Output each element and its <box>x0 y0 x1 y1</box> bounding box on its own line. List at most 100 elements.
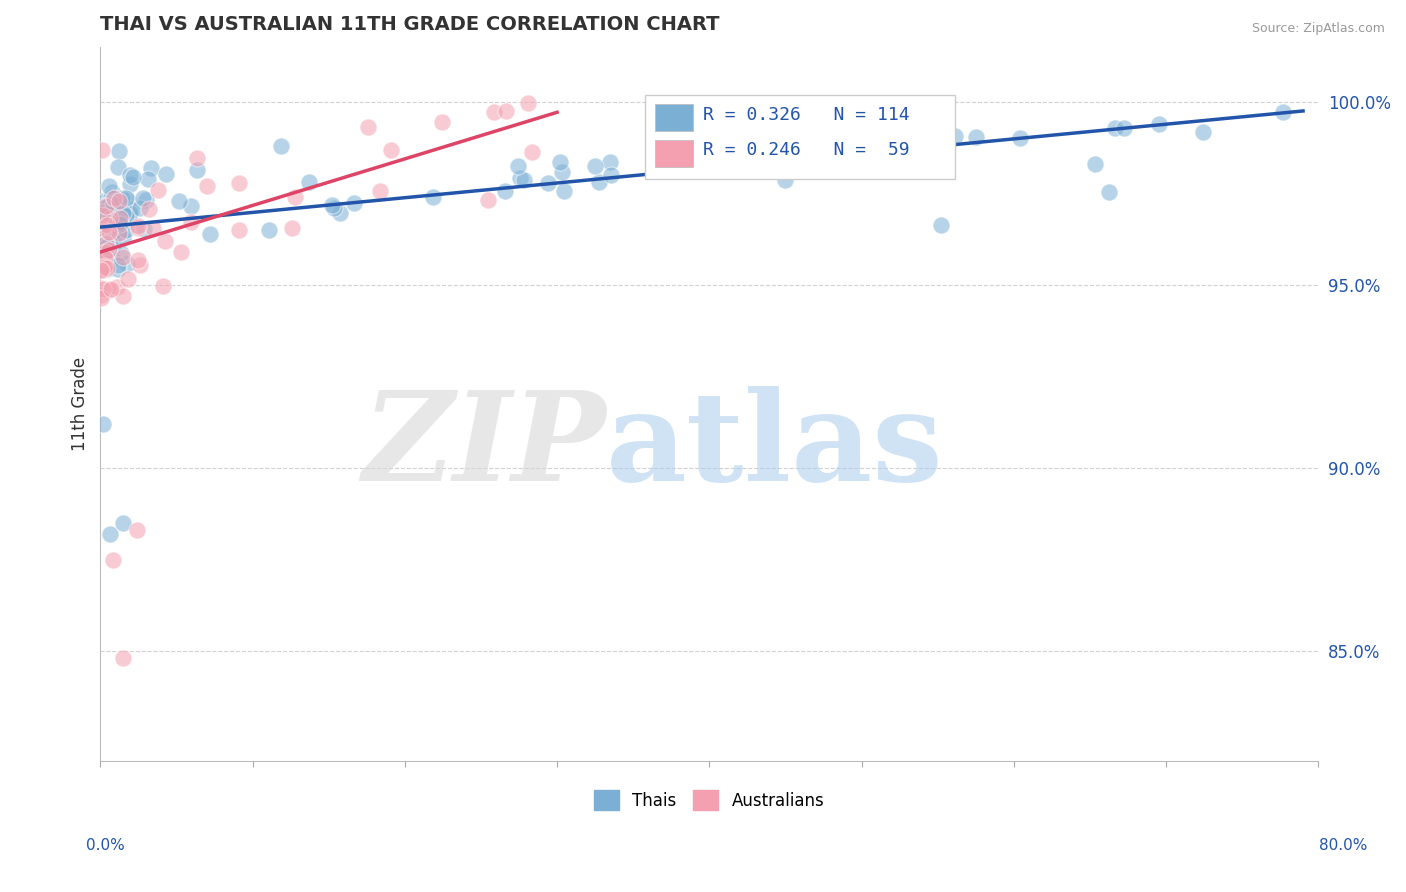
Point <box>94 252 117 266</box>
Point <box>107 160 129 174</box>
Point <box>186 163 208 178</box>
Point <box>118 168 141 182</box>
Point <box>583 160 606 174</box>
Point <box>522 145 544 160</box>
Point <box>122 169 145 184</box>
Point <box>934 131 956 145</box>
Point <box>135 194 157 208</box>
Point <box>1098 185 1121 199</box>
Point <box>93 260 115 275</box>
Point <box>477 193 499 207</box>
Point <box>142 220 165 235</box>
Point <box>107 144 129 158</box>
Point <box>1084 157 1107 171</box>
Point <box>94 259 117 273</box>
Point <box>599 168 621 182</box>
Point <box>929 97 952 112</box>
FancyBboxPatch shape <box>655 103 693 131</box>
Point <box>513 173 536 187</box>
Point <box>1271 104 1294 119</box>
Point <box>90 281 112 295</box>
Point <box>112 224 135 238</box>
Point <box>118 210 141 224</box>
Point <box>728 136 751 150</box>
Point <box>357 120 380 135</box>
Text: 0.0%: 0.0% <box>86 838 125 854</box>
Y-axis label: 11th Grade: 11th Grade <box>72 357 89 451</box>
Point <box>1192 125 1215 139</box>
Point <box>97 243 120 257</box>
Point <box>329 205 352 219</box>
Point <box>148 183 170 197</box>
Point <box>136 172 159 186</box>
Text: THAI VS AUSTRALIAN 11TH GRADE CORRELATION CHART: THAI VS AUSTRALIAN 11TH GRADE CORRELATIO… <box>100 15 720 34</box>
Point <box>186 152 208 166</box>
FancyBboxPatch shape <box>655 139 693 167</box>
Point <box>169 194 191 209</box>
Point <box>110 246 132 260</box>
Point <box>97 199 120 213</box>
Point <box>103 229 125 244</box>
Point <box>1147 117 1170 131</box>
Text: 80.0%: 80.0% <box>1319 838 1367 854</box>
Point <box>101 191 124 205</box>
Point <box>90 287 112 301</box>
Point <box>90 143 112 157</box>
Point <box>105 280 128 294</box>
Point <box>127 219 149 233</box>
Point <box>117 193 139 207</box>
Point <box>322 201 344 215</box>
Point <box>100 252 122 266</box>
Point <box>120 202 142 216</box>
Point <box>103 239 125 253</box>
Text: ZIP: ZIP <box>361 386 606 508</box>
Point <box>896 144 918 158</box>
Text: R = 0.326   N = 114: R = 0.326 N = 114 <box>703 105 910 123</box>
Point <box>93 262 115 277</box>
Point <box>94 245 117 260</box>
Point <box>96 199 118 213</box>
Point <box>270 139 292 153</box>
Point <box>495 103 517 118</box>
Point <box>281 221 304 235</box>
Point <box>901 153 924 167</box>
Point <box>96 193 118 207</box>
Point <box>856 161 879 175</box>
Point <box>108 217 131 231</box>
Point <box>818 140 841 154</box>
Point <box>820 107 842 121</box>
Point <box>107 194 129 209</box>
Point <box>599 155 621 169</box>
Point <box>96 217 118 231</box>
Point <box>91 282 114 296</box>
Point <box>508 159 530 173</box>
Point <box>91 235 114 249</box>
Point <box>284 189 307 203</box>
Point <box>111 206 134 220</box>
Point <box>94 235 117 250</box>
Point <box>110 215 132 229</box>
Point <box>111 206 134 220</box>
Point <box>112 651 135 665</box>
Point <box>494 184 516 198</box>
Point <box>773 173 796 187</box>
Point <box>90 291 112 305</box>
Point <box>97 207 120 221</box>
Point <box>104 200 127 214</box>
Point <box>90 263 112 277</box>
Point <box>127 221 149 235</box>
Point <box>96 198 118 212</box>
Point <box>112 250 135 264</box>
Point <box>180 199 202 213</box>
Point <box>482 104 505 119</box>
Text: atlas: atlas <box>606 386 943 508</box>
Point <box>965 129 987 144</box>
Point <box>105 219 128 234</box>
Point <box>422 190 444 204</box>
Text: Source: ZipAtlas.com: Source: ZipAtlas.com <box>1251 22 1385 36</box>
Point <box>125 523 148 537</box>
Point <box>127 252 149 267</box>
Point <box>228 177 250 191</box>
Point <box>200 227 222 241</box>
Point <box>432 115 454 129</box>
